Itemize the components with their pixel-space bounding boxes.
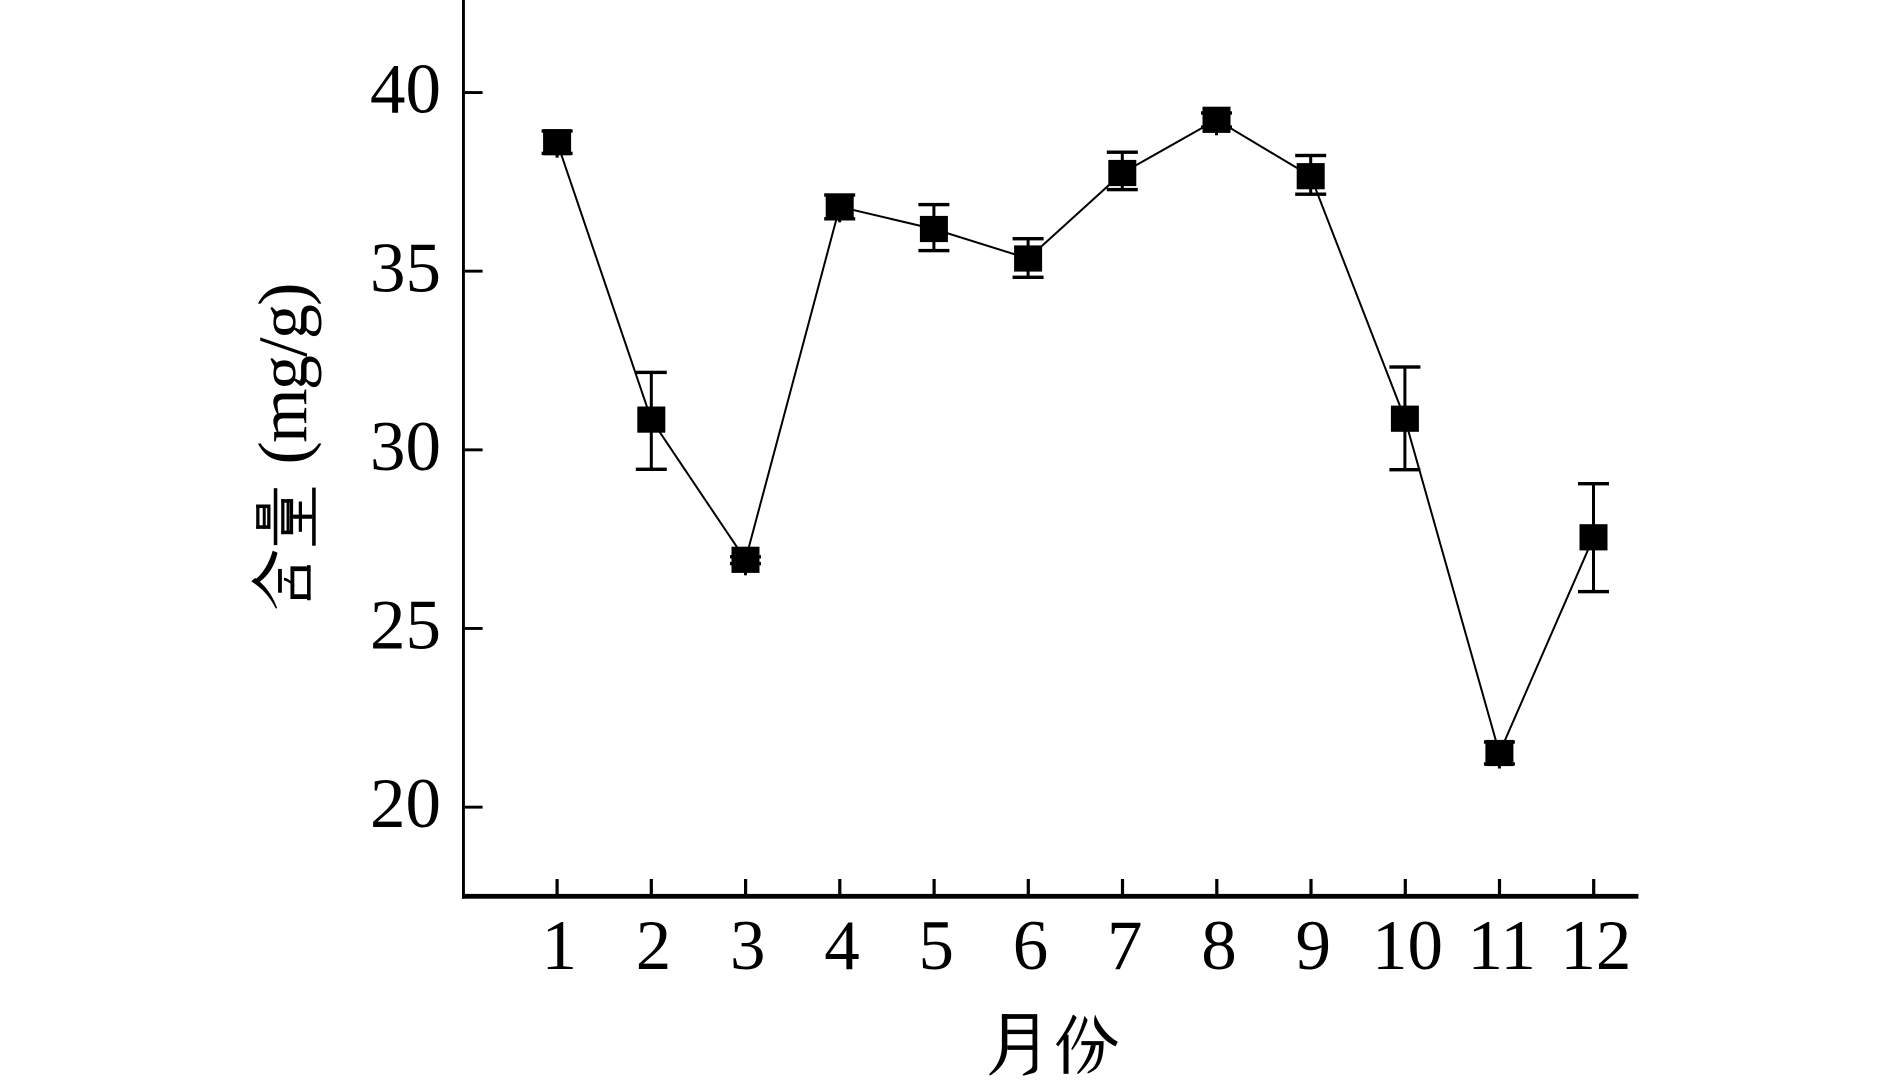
svg-text:(mg/g): (mg/g) — [246, 283, 323, 465]
svg-text:20: 20 — [370, 765, 441, 843]
svg-text:6: 6 — [1013, 907, 1049, 985]
svg-text:2: 2 — [636, 907, 672, 985]
svg-text:1: 1 — [542, 907, 578, 985]
svg-text:12: 12 — [1560, 907, 1631, 985]
svg-text:5: 5 — [919, 907, 955, 985]
svg-text:7: 7 — [1107, 907, 1143, 985]
svg-text:30: 30 — [370, 408, 441, 486]
svg-text:10: 10 — [1372, 907, 1443, 985]
svg-text:11: 11 — [1468, 907, 1536, 985]
svg-text:35: 35 — [370, 229, 441, 307]
svg-text:40: 40 — [370, 51, 441, 129]
svg-text:8: 8 — [1201, 907, 1237, 985]
svg-text:3: 3 — [730, 907, 766, 985]
svg-text:25: 25 — [370, 587, 441, 665]
svg-text:4: 4 — [824, 907, 860, 985]
svg-text:9: 9 — [1295, 907, 1331, 985]
